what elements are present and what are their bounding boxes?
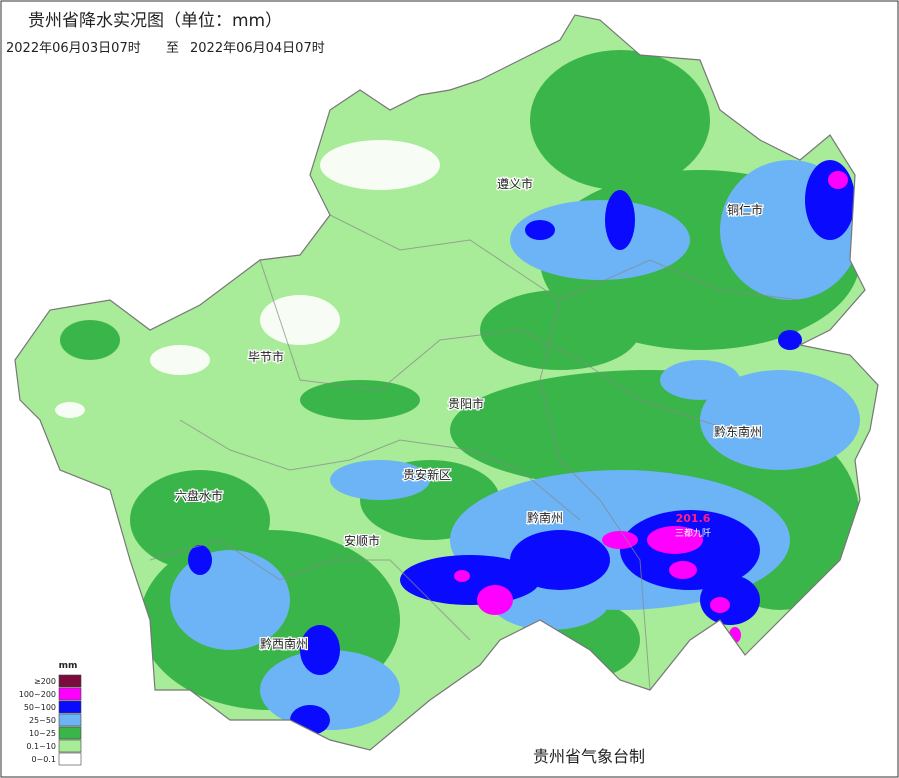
period-end: 2022年06月04日07时: [190, 41, 325, 56]
city-label: 铜仁市: [727, 202, 763, 217]
legend-swatch: [58, 700, 82, 714]
city-label: 黔西南州: [260, 636, 308, 651]
city-label: 黔南州: [527, 510, 563, 525]
city-label: 遵义市: [497, 176, 533, 191]
legend-swatch: [58, 752, 82, 766]
legend-label: 100~200: [19, 690, 56, 699]
max-value: 201.6: [676, 512, 711, 525]
legend-label: 0.1~10: [26, 742, 56, 751]
legend-label: 10~25: [29, 729, 56, 738]
credit: 贵州省气象台制: [533, 747, 645, 766]
city-label: 六盘水市: [175, 488, 223, 503]
legend-swatch: [58, 713, 82, 727]
legend-label: 50~100: [24, 703, 56, 712]
period-start: 2022年06月03日07时: [6, 41, 141, 56]
legend-swatch: [58, 726, 82, 740]
legend-swatch: [58, 674, 82, 688]
province-outline: [14, 14, 879, 751]
max-station: 三都九阡: [675, 528, 711, 539]
legend-unit: mm: [59, 661, 78, 671]
legend-label: 25~50: [29, 716, 56, 725]
city-label: 毕节市: [248, 349, 284, 364]
legend-swatch: [58, 687, 82, 701]
city-label: 安顺市: [344, 533, 380, 548]
legend-label: ≥200: [34, 677, 56, 686]
legend-swatch: [58, 739, 82, 753]
title: 贵州省降水实况图（单位：mm）: [28, 11, 282, 31]
city-label: 黔东南州: [714, 424, 762, 439]
city-label: 贵安新区: [403, 467, 451, 482]
city-label: 贵阳市: [448, 396, 484, 411]
legend: mm ≥200 100~200 50~100 25~50 10~25 0.1~10 0~0.…: [19, 661, 82, 766]
legend-label: 0~0.1: [31, 755, 56, 764]
period-sep: 至: [166, 41, 179, 56]
